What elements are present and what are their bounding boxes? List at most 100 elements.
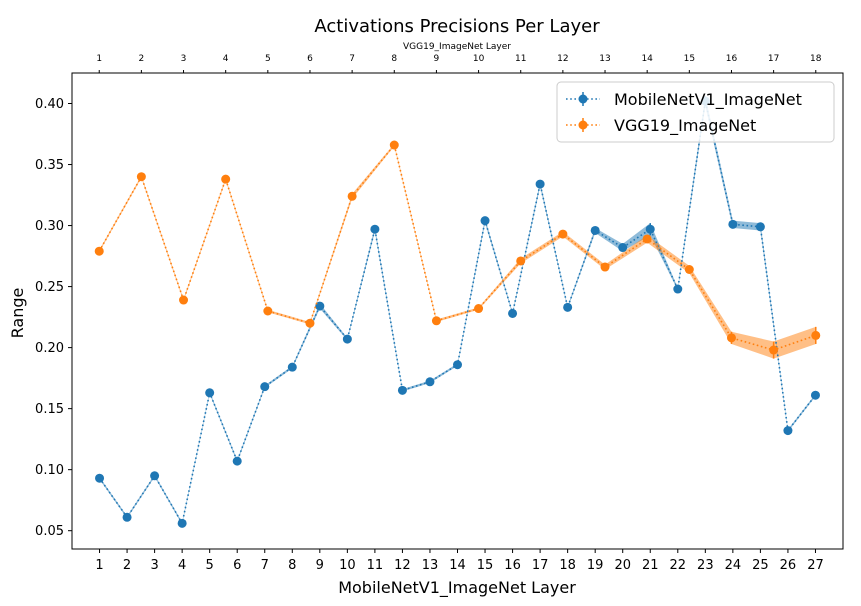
top-x-tick-label: 6 (307, 54, 313, 64)
top-x-tick-label: 8 (391, 54, 397, 64)
series-1-point (425, 377, 435, 387)
series-1-point (177, 518, 187, 528)
legend-marker (578, 94, 588, 104)
series-1-line (98, 100, 817, 526)
y-axis-label: Range (8, 288, 27, 339)
y-tick-label: 0.35 (35, 158, 64, 173)
series-1-point (535, 179, 545, 189)
series-2-line (98, 143, 817, 351)
series-2-point (431, 316, 441, 326)
series-1-point (618, 243, 628, 253)
top-x-tick-label: 7 (349, 54, 355, 64)
series-1-point (232, 456, 242, 466)
x-tick-label: 3 (150, 558, 158, 573)
series-2-point (305, 318, 315, 328)
x-tick-label: 2 (123, 558, 131, 573)
x-axis-bottom: 1 2 3 4 5 6 7 8 9 10 11 12 13 14 15 16 17 18 19 20 21 22 23 24 2… (95, 549, 824, 573)
top-x-tick-label: 4 (223, 54, 229, 64)
x-tick-label: 10 (339, 558, 356, 573)
top-x-tick-label: 11 (515, 54, 526, 64)
x-tick-label: 22 (670, 558, 687, 573)
top-x-tick-label: 14 (641, 54, 653, 64)
series-1-point (287, 362, 297, 372)
series-1-point (783, 426, 793, 436)
series-1-point (453, 360, 462, 370)
y-tick-label: 0.10 (35, 463, 64, 478)
series-2-point (263, 306, 273, 316)
series-1-point (122, 512, 132, 522)
series-1-error-band (99, 96, 816, 525)
x-tick-label: 16 (504, 558, 521, 573)
x-tick-label: 20 (614, 558, 631, 573)
top-x-tick-label: 15 (684, 54, 695, 64)
series-2-point (94, 246, 104, 256)
top-x-tick-label: 1 (96, 54, 102, 64)
x-tick-label: 7 (261, 558, 269, 573)
top-x-tick-label: 9 (434, 54, 440, 64)
series-1-point (397, 385, 407, 395)
top-x-tick-label: 2 (139, 54, 145, 64)
legend: MobileNetV1_ImageNet VGG19_ImageNet (556, 81, 835, 143)
series-2-point (389, 140, 399, 150)
top-x-tick-label: 13 (599, 54, 610, 64)
series-2-point (474, 304, 484, 314)
series-1-point (508, 308, 518, 318)
x-tick-label: 15 (477, 558, 494, 573)
series-2-point (179, 295, 189, 305)
series-1-point (728, 219, 738, 229)
y-tick-label: 0.15 (35, 402, 64, 417)
series-2-point (221, 174, 231, 184)
x-tick-label: 9 (316, 558, 324, 573)
y-tick-label: 0.20 (35, 341, 64, 356)
legend-label: MobileNetV1_ImageNet (614, 90, 802, 110)
series-2-point (516, 256, 526, 266)
x-axis-top: 1 2 3 4 5 6 7 8 9 10 11 12 13 14 15 16 17 18 (96, 54, 822, 73)
x-tick-label: 13 (422, 558, 439, 573)
chart-title: Activations Precisions Per Layer (314, 16, 600, 37)
plot-frame (71, 72, 844, 550)
legend-label: VGG19_ImageNet (614, 116, 756, 136)
series-2-point (684, 265, 694, 275)
top-x-tick-label: 17 (768, 54, 779, 64)
x-tick-label: 4 (178, 558, 186, 573)
series-1-point (95, 473, 105, 483)
x-tick-label: 14 (449, 558, 466, 573)
series-1-point (810, 390, 820, 400)
x-tick-label: 5 (206, 558, 214, 573)
series-2-point (642, 234, 652, 244)
x-tick-label: 12 (394, 558, 411, 573)
x-tick-label: 21 (642, 558, 659, 573)
x-tick-label: 8 (288, 558, 296, 573)
series-2-error-band (99, 143, 816, 359)
series-2-point (558, 229, 568, 239)
x-tick-label: 26 (780, 558, 797, 573)
top-x-tick-label: 10 (473, 54, 485, 64)
top-x-tick-label: 5 (265, 54, 271, 64)
top-x-tick-label: 18 (810, 54, 822, 64)
top-x-tick-label: 16 (726, 54, 738, 64)
y-tick-label: 0.25 (35, 280, 64, 295)
x-axis-label: MobileNetV1_ImageNet Layer (338, 578, 576, 598)
series-1-point (590, 225, 600, 235)
y-axis: 0.05 0.10 0.15 0.20 0.25 0.30 0.35 0.40 (35, 97, 72, 539)
series-2-point (726, 333, 736, 343)
series-1-point (370, 224, 380, 234)
legend-box (556, 81, 835, 143)
y-tick-label: 0.30 (35, 219, 64, 234)
top-x-axis-label: VGG19_ImageNet Layer (403, 42, 511, 52)
series-1-point (563, 302, 573, 312)
x-tick-label: 24 (725, 558, 742, 573)
x-tick-label: 6 (233, 558, 241, 573)
series-1-point (150, 471, 160, 481)
x-tick-label: 17 (532, 558, 549, 573)
series-2-point (811, 330, 821, 340)
series-1-point (673, 284, 683, 294)
y-tick-label: 0.40 (35, 97, 64, 112)
y-tick-label: 0.05 (35, 524, 64, 539)
series-1-point (480, 216, 490, 226)
series-1-point (260, 382, 270, 392)
series-2-point (769, 345, 779, 355)
series-2-point (136, 172, 146, 182)
x-tick-label: 19 (587, 558, 604, 573)
x-tick-label: 27 (807, 558, 824, 573)
